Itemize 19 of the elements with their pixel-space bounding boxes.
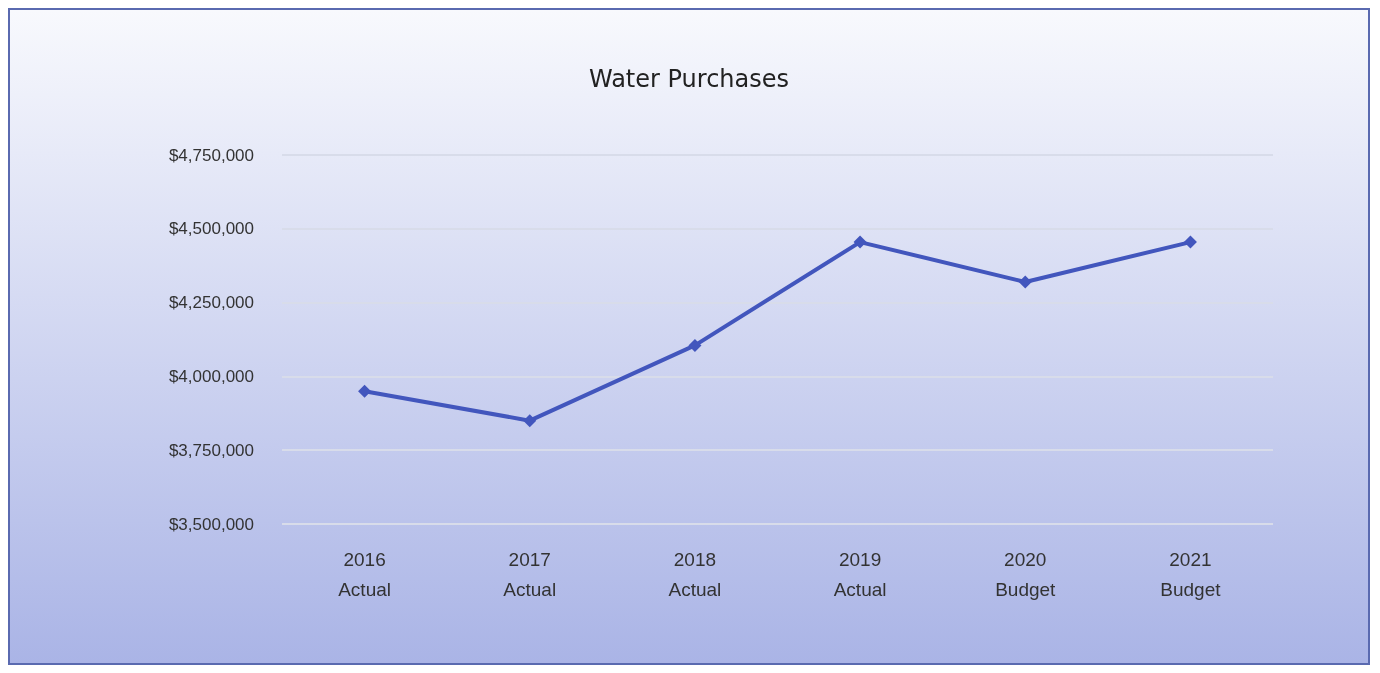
x-tick-label: 2018 Actual: [668, 548, 722, 600]
x-tick-label: 2019 Actual: [833, 548, 887, 600]
y-tick-label: $4,750,000: [168, 145, 254, 165]
y-tick-label: $4,500,000: [168, 219, 254, 239]
point: [688, 338, 702, 352]
x-tick-label: 2016 Actual: [338, 548, 391, 600]
x-tick-label: 2017 Actual: [503, 548, 557, 600]
y-tick-label: $3,500,000: [168, 514, 254, 534]
y-tick-label: $3,750,000: [168, 440, 254, 460]
point: [358, 384, 372, 398]
x-tick-label: 2020 Budget: [995, 548, 1057, 600]
y-tick-label: $4,250,000: [168, 293, 254, 313]
x-tick-label: 2021 Budget: [1160, 548, 1222, 600]
point: [523, 414, 537, 428]
chart-title: Water Purchases: [588, 65, 790, 93]
point: [1018, 275, 1032, 289]
point: [853, 235, 867, 249]
y-tick-label: $4,000,000: [168, 366, 254, 386]
point: [1183, 235, 1197, 249]
